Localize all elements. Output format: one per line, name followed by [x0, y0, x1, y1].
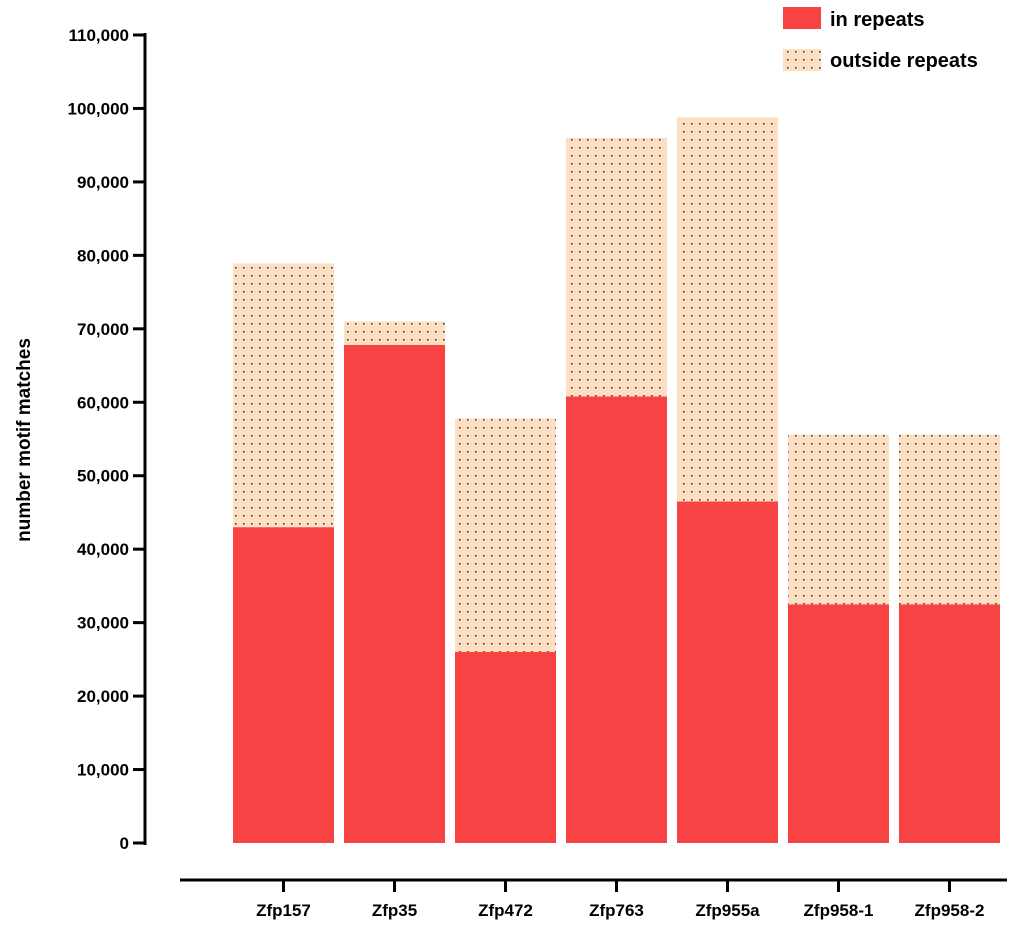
bars [233, 117, 1000, 843]
bar-in-repeats [566, 396, 667, 843]
x-tick-label: Zfp35 [372, 901, 417, 920]
y-tick-label: 20,000 [77, 687, 129, 706]
bar-outside-repeats [899, 434, 1000, 605]
bar-outside-repeats [788, 434, 889, 605]
bar-outside-repeats [677, 117, 778, 502]
x-axis: Zfp157 Zfp35 Zfp472 Zfp763 Zfp955a Zfp958-1 Zf… [180, 878, 1007, 920]
y-tick-label: 80,000 [77, 246, 129, 265]
y-axis-title: number motif matches [14, 338, 35, 542]
bar-outside-repeats [344, 321, 445, 345]
bar-in-repeats [455, 652, 556, 843]
legend: in repeats outside repeats [783, 7, 978, 72]
y-axis: 0 10,000 20,000 30,000 40,000 50,000 60,000 70,… [68, 26, 147, 853]
bar-in-repeats [677, 501, 778, 843]
bar-outside-repeats [233, 263, 334, 528]
y-tick-label: 100,000 [68, 99, 129, 118]
legend-swatch-in-repeats [783, 7, 821, 29]
bar-in-repeats [233, 527, 334, 843]
legend-label-in-repeats: in repeats [830, 9, 924, 31]
bar-outside-repeats [455, 418, 556, 653]
bar-in-repeats [788, 604, 889, 843]
y-tick-label: 60,000 [77, 393, 129, 412]
legend-label-outside-repeats: outside repeats [830, 50, 978, 72]
y-tick-label: 30,000 [77, 614, 129, 633]
y-tick-label: 0 [120, 834, 129, 853]
x-tick-label: Zfp472 [478, 901, 533, 920]
x-tick-label: Zfp958-2 [915, 901, 985, 920]
bar-in-repeats [344, 344, 445, 843]
y-tick-label: 40,000 [77, 540, 129, 559]
x-tick-label: Zfp958-1 [804, 901, 874, 920]
x-tick-label: Zfp955a [695, 901, 760, 920]
bar-in-repeats [899, 604, 1000, 843]
bar-outside-repeats [566, 137, 667, 397]
y-tick-label: 10,000 [77, 761, 129, 780]
y-tick-label: 70,000 [77, 320, 129, 339]
y-tick-label: 50,000 [77, 467, 129, 486]
x-tick-label: Zfp763 [589, 901, 644, 920]
y-tick-label: 90,000 [77, 173, 129, 192]
x-tick-label: Zfp157 [256, 901, 311, 920]
y-tick-label: 110,000 [68, 26, 129, 45]
legend-swatch-outside-repeats [783, 49, 821, 71]
